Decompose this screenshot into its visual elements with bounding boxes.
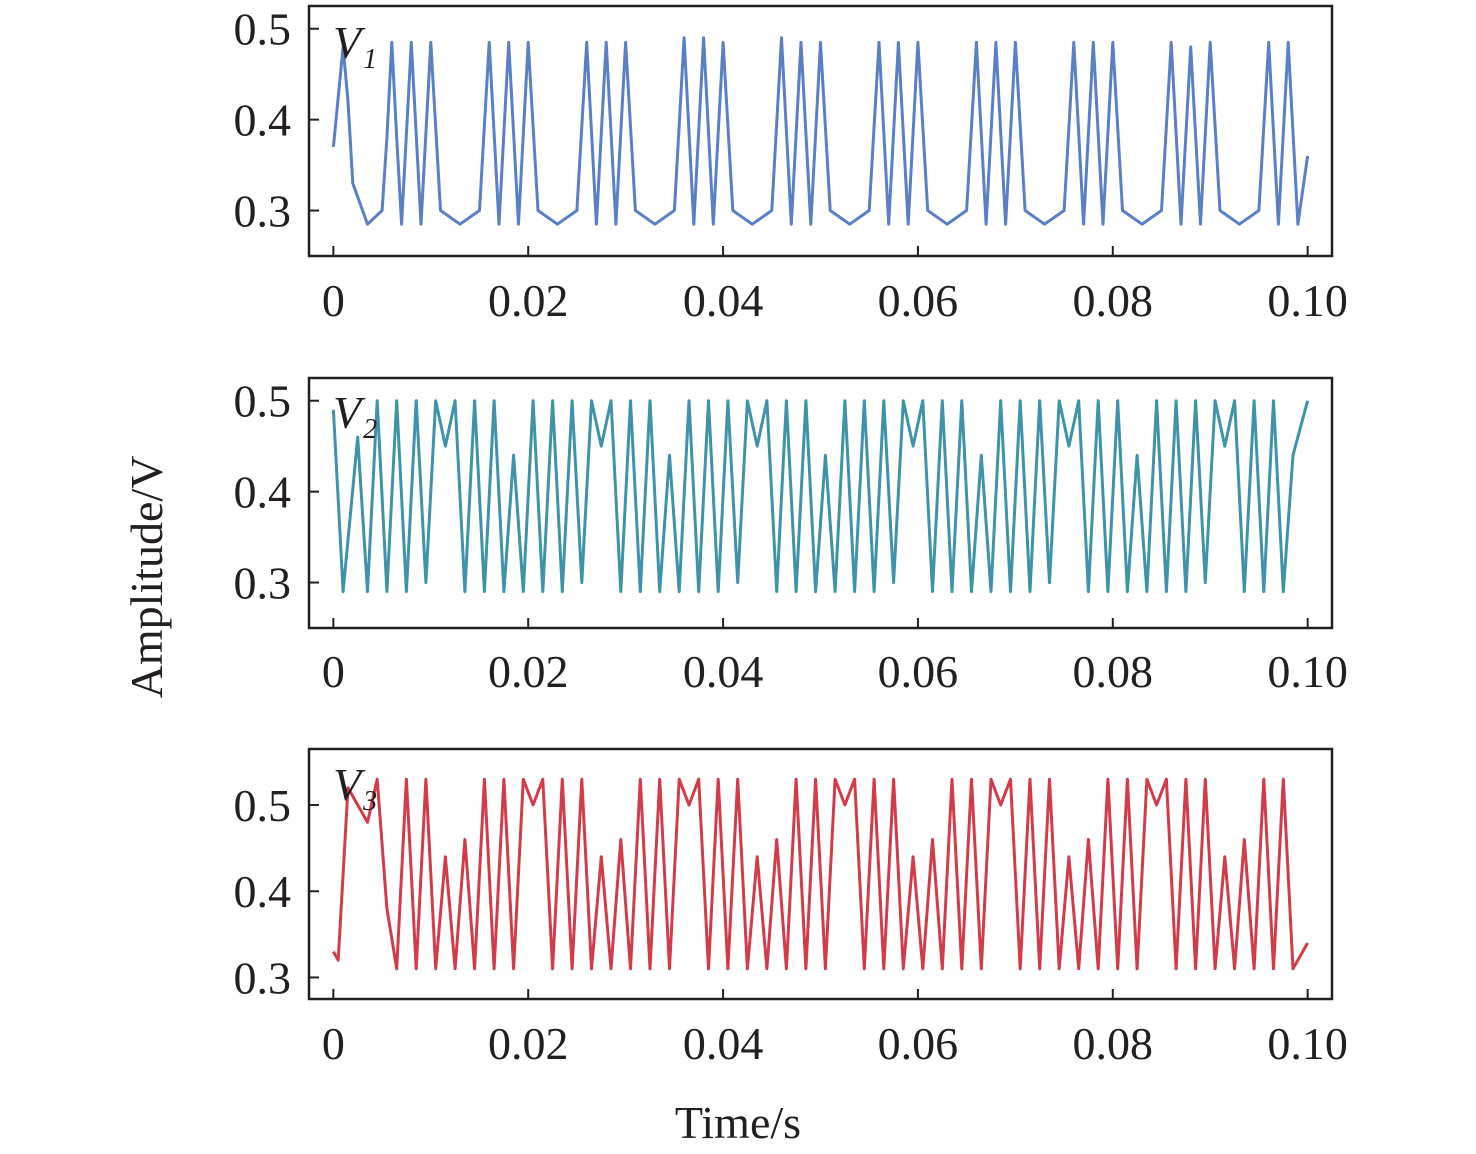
x-tick-label-v2: 0.04: [683, 646, 764, 697]
tick-group-v3: 0 0.02 0.04 0.06 0.08 0.10 0.3 0.4 0.5: [234, 780, 1348, 1069]
plot-frame-v1: [307, 4, 1334, 258]
y-axis-title: Amplitude/V: [121, 456, 172, 699]
x-tick-label-v1: 0.04: [683, 275, 764, 326]
x-tick-label-v2: 0.06: [878, 646, 959, 697]
y-tick-label-v1: 0.4: [234, 95, 292, 146]
y-tick-label-v2: 0.4: [234, 467, 292, 518]
series-line-v3: [332, 777, 1309, 971]
x-tick-label-v3: 0.10: [1267, 1018, 1348, 1069]
y-tick-label-v2: 0.5: [234, 376, 292, 427]
series-label-v3: V3: [333, 759, 377, 817]
x-tick-label-v1: 0.06: [878, 275, 959, 326]
series-label-v1: V1: [333, 17, 377, 75]
y-tick-label-v3: 0.5: [234, 780, 292, 831]
x-tick-label-v3: 0.08: [1073, 1018, 1154, 1069]
y-tick-label-v1: 0.3: [234, 186, 292, 237]
x-tick-label-v2: 0.02: [488, 646, 569, 697]
y-tick-label-v3: 0.3: [234, 952, 292, 1003]
x-tick-label-v2: 0.08: [1073, 646, 1154, 697]
plot-frame-v3: [307, 747, 1334, 1001]
x-axis-title: Time/s: [675, 1097, 801, 1148]
series-line-v2: [331, 399, 1310, 594]
panel-v3: 0 0.02 0.04 0.06 0.08 0.10 0.3 0.4 0.5 V3: [234, 747, 1348, 1069]
panel-v1: 0 0.02 0.04 0.06 0.08 0.10 0.3 0.4 0.5 V1: [234, 4, 1348, 326]
x-tick-label-v3: 0.06: [878, 1018, 959, 1069]
tick-group-v1: 0 0.02 0.04 0.06 0.08 0.10 0.3 0.4 0.5: [234, 4, 1348, 326]
x-tick-label-v1: 0.08: [1073, 275, 1154, 326]
x-tick-label-v1: 0: [322, 275, 345, 326]
x-tick-label-v2: 0.10: [1267, 646, 1348, 697]
x-tick-label-v2: 0: [322, 646, 345, 697]
x-tick-label-v1: 0.02: [488, 275, 569, 326]
tick-group-v2: 0 0.02 0.04 0.06 0.08 0.10 0.3 0.4 0.5: [234, 376, 1348, 697]
x-tick-label-v1: 0.10: [1267, 275, 1348, 326]
x-tick-label-v3: 0.04: [683, 1018, 764, 1069]
y-tick-label-v1: 0.5: [234, 4, 292, 55]
series-label-v2: V2: [333, 387, 377, 445]
x-tick-label-v3: 0.02: [488, 1018, 569, 1069]
y-tick-label-v3: 0.4: [234, 866, 292, 917]
x-tick-label-v3: 0: [322, 1018, 345, 1069]
series-line-v1: [331, 36, 1310, 226]
plot-frame-v2: [307, 376, 1334, 630]
panel-v2: 0 0.02 0.04 0.06 0.08 0.10 0.3 0.4 0.5 V2: [234, 376, 1348, 697]
y-tick-label-v2: 0.3: [234, 558, 292, 609]
